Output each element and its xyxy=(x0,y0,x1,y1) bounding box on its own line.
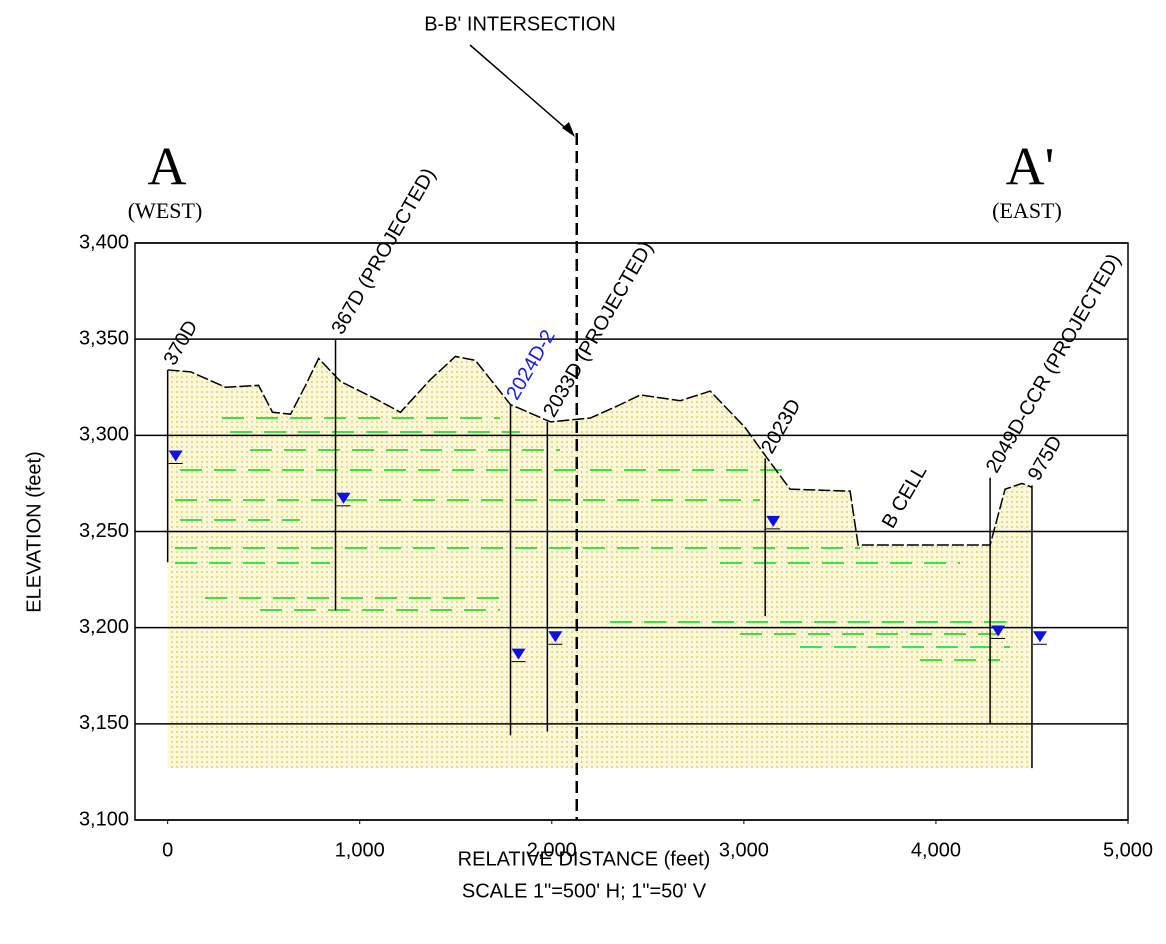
boring-label: 2033D (PROJECTED) xyxy=(539,238,658,421)
ground-surface xyxy=(167,355,1033,546)
water-level xyxy=(511,648,526,660)
water-level xyxy=(991,625,1006,637)
section-end-note: (WEST) xyxy=(128,198,203,223)
x-axis-title: RELATIVE DISTANCE (feet) xyxy=(458,848,711,870)
y-axis-title: ELEVATION (feet) xyxy=(23,451,45,613)
x-tick-label: 0 xyxy=(162,839,173,861)
section-end-note: (EAST) xyxy=(992,198,1062,223)
area-label: B CELL xyxy=(878,461,932,532)
boring-label: 370D xyxy=(160,317,203,369)
section-end-label: A' xyxy=(1006,136,1055,196)
y-tick-label: 3,100 xyxy=(79,808,129,830)
plot-frame xyxy=(134,242,1129,821)
x-tick-label: 1,000 xyxy=(335,839,385,861)
fill-layer xyxy=(167,356,1032,769)
arrow xyxy=(469,44,571,133)
x-tick-label: 5,000 xyxy=(1103,839,1153,861)
y-tick-label: 3,250 xyxy=(79,520,129,542)
subtitle: SCALE 1"=500' H; 1"=50' V xyxy=(462,880,707,902)
water-level xyxy=(1032,631,1047,643)
boring-label: 367D (PROJECTED) xyxy=(327,165,440,339)
x-tick-label: 3,000 xyxy=(719,839,769,861)
sediment-fill xyxy=(167,356,1032,769)
boring-label: 2023D xyxy=(757,396,806,458)
x-tick-label: 2,000 xyxy=(527,839,577,861)
arrow-head xyxy=(562,122,575,137)
y-tick-label: 3,150 xyxy=(79,712,129,734)
intersection-label: B-B' INTERSECTION xyxy=(424,13,616,35)
clay-layers xyxy=(175,417,1010,661)
section-end-label: A xyxy=(148,136,187,196)
y-tick-label: 3,350 xyxy=(79,327,129,349)
y-tick-label: 3,300 xyxy=(79,424,129,446)
y-tick-label: 3,200 xyxy=(79,616,129,638)
water-level xyxy=(336,492,351,504)
water-level xyxy=(168,450,183,462)
y-tick-label: 3,400 xyxy=(79,231,129,253)
water-level xyxy=(766,515,781,527)
x-tick-label: 4,000 xyxy=(911,839,961,861)
boring-label: 975D xyxy=(1024,432,1067,484)
water-level xyxy=(548,631,563,643)
